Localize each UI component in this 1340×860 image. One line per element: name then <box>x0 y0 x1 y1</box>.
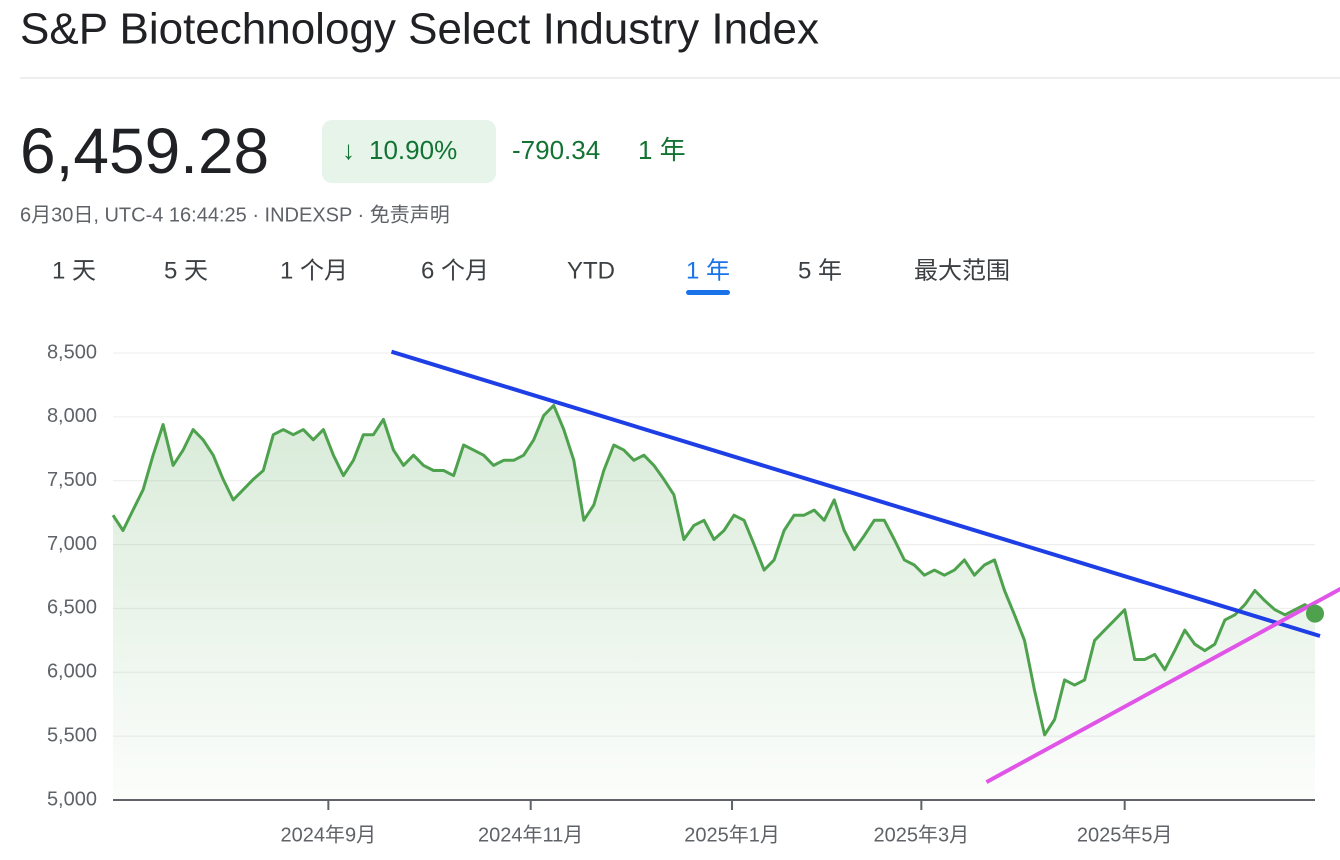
last-point <box>1306 604 1324 623</box>
tab[interactable]: 1 年 <box>686 257 730 284</box>
x-tick-label: 2025年5月 <box>1077 823 1173 846</box>
change-badge <box>322 120 496 183</box>
area-fill <box>113 405 1315 800</box>
change: -790.34 <box>512 135 600 165</box>
tab[interactable]: 5 年 <box>798 257 842 284</box>
tab[interactable]: 5 天 <box>164 257 208 284</box>
x-tick-label: 2024年11月 <box>478 823 583 846</box>
price-line <box>111 403 1317 737</box>
y-tick-label: 6,000 <box>47 661 97 683</box>
change-percent: 10.90% <box>369 135 457 165</box>
y-tick-label: 7,000 <box>47 533 97 555</box>
y-tick-label: 5,000 <box>47 788 97 810</box>
y-tick-label: 6,500 <box>47 597 97 619</box>
y-tick-label: 7,500 <box>47 469 97 491</box>
trend-line <box>985 586 1340 784</box>
y-tick-label: 8,000 <box>47 405 97 427</box>
tab[interactable]: YTD <box>567 257 615 284</box>
tab[interactable]: 6 个月 <box>421 257 489 284</box>
x-tick-label: 2024年9月 <box>281 823 377 846</box>
x-tick-label: 2025年1月 <box>684 823 780 846</box>
price: 6,459.28 <box>20 115 269 187</box>
y-tick-label: 5,500 <box>47 724 97 746</box>
period: 1 年 <box>638 135 686 165</box>
title: S&P Biotechnology Select Industry Index <box>20 5 819 54</box>
tab[interactable]: 1 个月 <box>280 257 348 284</box>
trend-line <box>390 349 1321 638</box>
tab[interactable]: 1 天 <box>52 257 96 284</box>
tab[interactable]: 最大范围 <box>914 257 1010 284</box>
x-tick-label: 2025年3月 <box>874 823 970 846</box>
meta: 6月30日, UTC-4 16:44:25 · INDEXSP · 免责声明 <box>20 203 450 226</box>
y-tick-label: 8,500 <box>47 341 97 363</box>
tab-underline <box>686 290 731 295</box>
down-arrow: ↓ <box>342 135 355 165</box>
